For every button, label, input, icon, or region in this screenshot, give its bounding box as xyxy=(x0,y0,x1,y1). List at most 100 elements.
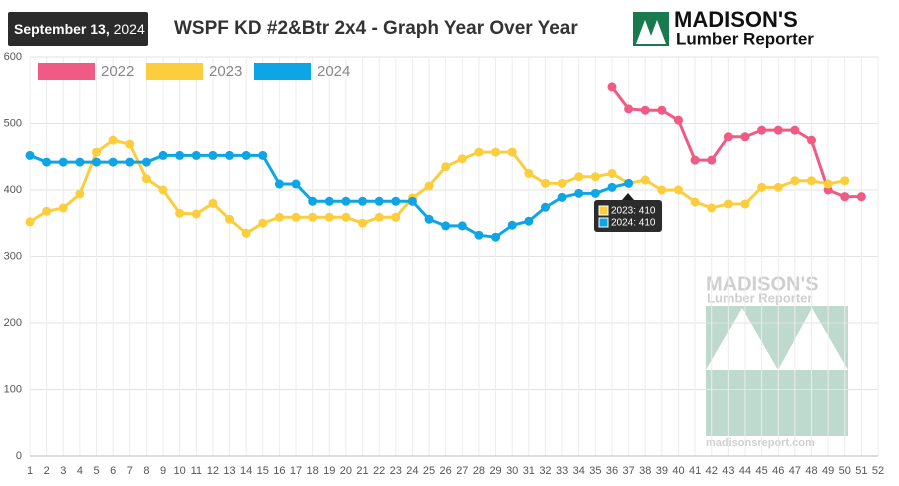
data-point xyxy=(391,212,401,222)
data-point xyxy=(590,172,600,182)
data-point xyxy=(274,179,284,189)
x-tick-label: 42 xyxy=(706,465,718,477)
data-point xyxy=(291,179,301,189)
data-point xyxy=(191,150,201,160)
logo-tri xyxy=(636,20,654,44)
data-point xyxy=(773,125,783,135)
data-point xyxy=(673,185,683,195)
data-point xyxy=(25,217,35,227)
data-point xyxy=(657,185,667,195)
x-tick-label: 51 xyxy=(855,465,867,477)
data-point xyxy=(58,157,68,167)
data-point xyxy=(225,150,235,160)
data-point xyxy=(25,150,35,160)
data-point xyxy=(823,179,833,189)
data-point xyxy=(308,212,318,222)
x-tick-label: 10 xyxy=(174,465,186,477)
x-tick-label: 8 xyxy=(143,465,149,477)
y-tick-label: 0 xyxy=(16,450,22,462)
data-point xyxy=(274,212,284,222)
x-tick-label: 12 xyxy=(207,465,219,477)
x-tick-label: 37 xyxy=(622,465,634,477)
data-point xyxy=(358,218,368,228)
data-point xyxy=(640,105,650,115)
x-tick-label: 25 xyxy=(423,465,435,477)
data-point xyxy=(141,157,151,167)
x-tick-label: 35 xyxy=(589,465,601,477)
data-point xyxy=(308,196,318,206)
data-point xyxy=(58,203,68,213)
x-tick-label: 45 xyxy=(755,465,767,477)
y-tick-label: 500 xyxy=(4,117,22,129)
x-tick-label: 27 xyxy=(456,465,468,477)
tooltip-box xyxy=(594,200,662,232)
data-point xyxy=(374,196,384,206)
watermark-name: MADISON'S xyxy=(706,273,819,295)
x-tick-label: 29 xyxy=(489,465,501,477)
legend-swatch xyxy=(146,63,203,80)
data-point xyxy=(624,104,634,114)
data-point xyxy=(457,221,467,231)
data-point xyxy=(474,230,484,240)
x-tick-label: 20 xyxy=(340,465,352,477)
data-point xyxy=(441,221,451,231)
data-point xyxy=(723,132,733,142)
data-point xyxy=(358,196,368,206)
x-tick-label: 49 xyxy=(822,465,834,477)
data-point xyxy=(690,155,700,165)
x-tick-label: 17 xyxy=(290,465,302,477)
data-point xyxy=(258,218,268,228)
data-point xyxy=(208,198,218,208)
data-point xyxy=(92,157,102,167)
x-tick-label: 40 xyxy=(672,465,684,477)
data-point xyxy=(441,162,451,172)
tooltip-swatch xyxy=(598,217,609,228)
data-point xyxy=(491,232,501,242)
x-tick-label: 24 xyxy=(406,465,418,477)
data-point xyxy=(524,216,534,226)
x-tick-label: 15 xyxy=(257,465,269,477)
data-point xyxy=(757,125,767,135)
data-point xyxy=(840,176,850,186)
data-point xyxy=(491,147,501,157)
y-tick-label: 100 xyxy=(4,383,22,395)
data-point xyxy=(141,174,151,184)
x-tick-label: 4 xyxy=(77,465,83,477)
logo: MADISON'S Lumber Reporter xyxy=(633,7,814,48)
data-point xyxy=(92,147,102,157)
legend-label: 2023 xyxy=(209,63,242,80)
data-point xyxy=(75,157,85,167)
data-point xyxy=(341,212,351,222)
data-point xyxy=(324,196,334,206)
data-point xyxy=(391,196,401,206)
x-tick-label: 30 xyxy=(506,465,518,477)
data-point xyxy=(690,197,700,207)
x-tick-label: 1 xyxy=(27,465,33,477)
x-tick-label: 21 xyxy=(356,465,368,477)
x-tick-label: 41 xyxy=(689,465,701,477)
watermark-icon xyxy=(706,306,848,436)
data-point xyxy=(773,182,783,192)
chart-title: WSPF KD #2&Btr 2x4 - Graph Year Over Yea… xyxy=(174,18,578,39)
x-tick-label: 48 xyxy=(805,465,817,477)
data-point xyxy=(806,135,816,145)
watermark-url: madisonsreport.com xyxy=(706,437,815,449)
data-point xyxy=(374,212,384,222)
data-point xyxy=(840,192,850,202)
watermark-tri xyxy=(778,308,848,370)
data-point xyxy=(225,214,235,224)
data-point xyxy=(740,132,750,142)
x-tick-label: 19 xyxy=(323,465,335,477)
x-tick-label: 28 xyxy=(473,465,485,477)
x-tick-label: 33 xyxy=(556,465,568,477)
data-point xyxy=(241,150,251,160)
data-point xyxy=(108,135,118,145)
watermark: MADISON'S Lumber Reporter madisonsreport… xyxy=(706,273,848,449)
data-point xyxy=(175,150,185,160)
data-point xyxy=(424,181,434,191)
data-point xyxy=(624,178,634,188)
data-point xyxy=(75,189,85,199)
data-point xyxy=(524,168,534,178)
data-point xyxy=(590,188,600,198)
data-point xyxy=(175,208,185,218)
